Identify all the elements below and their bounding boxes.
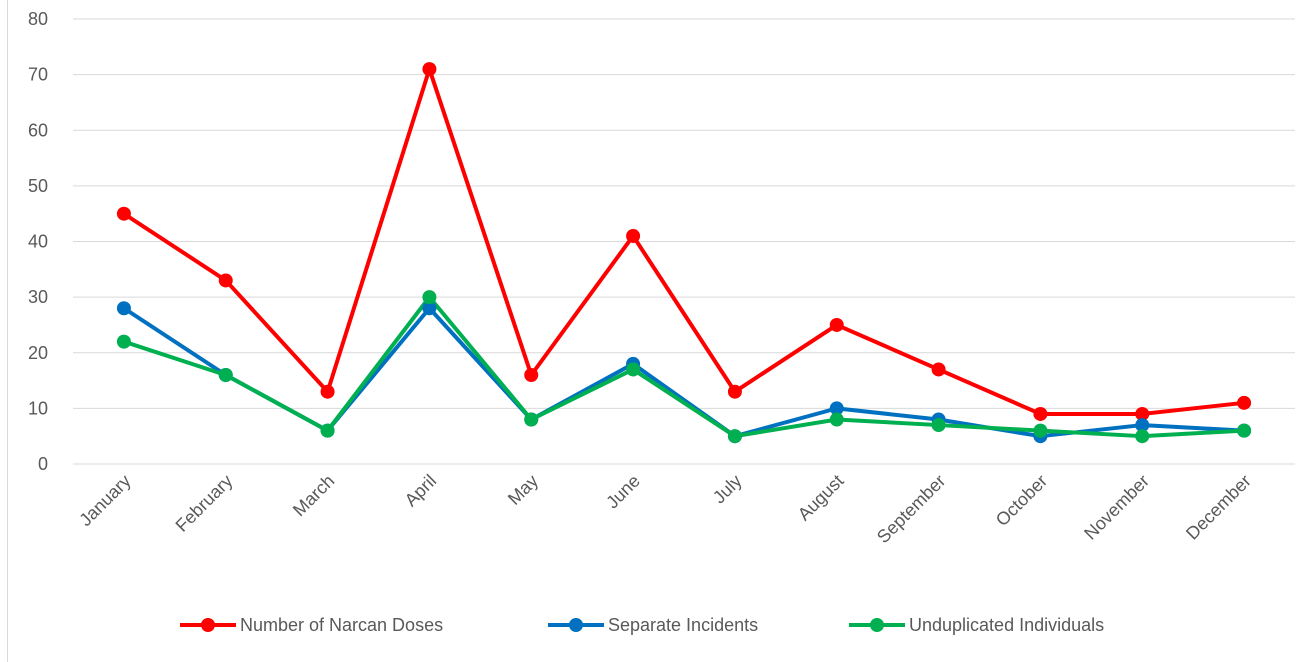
legend-marker-1 [569, 618, 583, 632]
data-point [1033, 423, 1048, 438]
x-tick-label: January [75, 471, 134, 530]
legend-label: Number of Narcan Doses [240, 615, 443, 635]
data-point [829, 317, 844, 332]
y-tick-label: 40 [28, 232, 48, 252]
data-point [931, 362, 946, 377]
data-point [1033, 406, 1048, 421]
data-point [626, 362, 641, 377]
y-tick-label: 30 [28, 287, 48, 307]
x-tick-label: June [602, 471, 644, 513]
series-points [116, 62, 1252, 444]
x-tick-label: November [1080, 471, 1153, 544]
data-point [116, 334, 131, 349]
legend-marker-0 [201, 618, 215, 632]
x-tick-label: September [873, 471, 949, 547]
y-axis-ticks: 0 10 20 30 40 50 60 70 80 [28, 9, 48, 474]
series-line-2 [121, 295, 1247, 439]
x-tick-label: February [172, 471, 237, 536]
x-tick-label: May [504, 471, 542, 509]
gridlines [73, 18, 1295, 465]
data-point [1237, 395, 1252, 410]
data-point [626, 228, 641, 243]
legend-label: Unduplicated Individuals [909, 615, 1104, 635]
data-point [1135, 406, 1150, 421]
series-line-1 [121, 306, 1247, 439]
y-tick-label: 50 [28, 176, 48, 196]
data-point [829, 401, 844, 416]
data-point [116, 301, 131, 316]
x-tick-label: December [1182, 471, 1255, 544]
legend: Number of Narcan Doses Separate Incidents… [180, 615, 1104, 635]
series-lines [121, 67, 1247, 439]
data-point [727, 429, 742, 444]
y-tick-label: 80 [28, 9, 48, 29]
y-tick-label: 60 [28, 120, 48, 140]
y-tick-label: 20 [28, 343, 48, 363]
series-line-0 [121, 67, 1247, 416]
data-point [829, 412, 844, 427]
x-axis-ticks: January February March April May June July Augu… [75, 471, 1255, 547]
data-point [1237, 423, 1252, 438]
y-tick-label: 70 [28, 65, 48, 85]
data-point [1135, 429, 1150, 444]
data-point [320, 423, 335, 438]
x-tick-label: March [289, 471, 339, 521]
data-point [931, 418, 946, 433]
data-point [524, 412, 539, 427]
legend-label: Separate Incidents [608, 615, 758, 635]
data-point [320, 384, 335, 399]
x-tick-label: July [709, 471, 746, 508]
data-point [524, 368, 539, 382]
data-point [422, 62, 437, 77]
data-point [116, 206, 131, 221]
data-point [218, 273, 233, 288]
data-point [1135, 418, 1150, 433]
x-tick-label: April [401, 471, 441, 511]
y-tick-label: 0 [38, 454, 48, 474]
data-point [422, 290, 437, 305]
chart-border [7, 0, 8, 662]
legend-marker-2 [870, 618, 884, 632]
y-tick-label: 10 [28, 398, 48, 418]
x-tick-label: August [794, 471, 848, 525]
data-point [218, 368, 233, 382]
data-point [422, 301, 437, 316]
x-tick-label: October [992, 471, 1051, 530]
data-point [727, 384, 742, 399]
